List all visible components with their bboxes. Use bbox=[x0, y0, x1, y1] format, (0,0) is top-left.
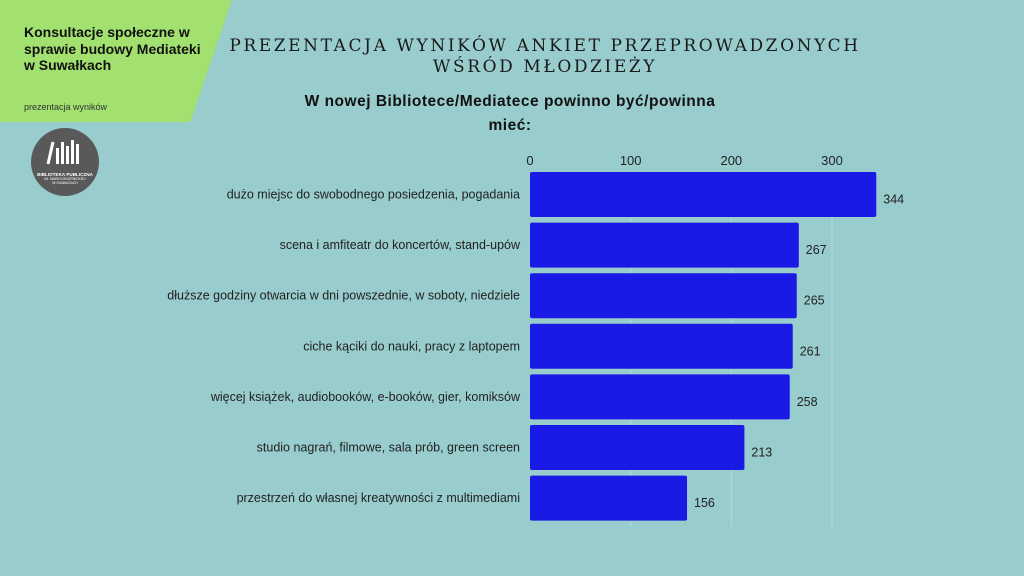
category-label: więcej książek, audiobooków, e-booków, g… bbox=[210, 390, 521, 404]
header-corner-panel bbox=[0, 0, 232, 122]
data-label: 261 bbox=[800, 344, 821, 358]
data-label: 156 bbox=[694, 496, 715, 510]
data-label: 344 bbox=[883, 193, 904, 207]
logo-subline-1: IM. MARII KONOPNICKIEJ bbox=[44, 177, 86, 181]
category-label: studio nagrań, filmowe, sala prób, green… bbox=[257, 441, 520, 455]
bar bbox=[530, 222, 799, 268]
x-tick-label: 0 bbox=[526, 153, 533, 168]
logo-name: BIBLIOTEKA PUBLICZNA bbox=[37, 172, 93, 177]
category-label: ciche kąciki do nauki, pracy z laptopem bbox=[303, 339, 520, 353]
bar bbox=[530, 323, 793, 369]
x-tick-label: 200 bbox=[720, 153, 742, 168]
data-label: 213 bbox=[751, 446, 772, 460]
category-label: przestrzeń do własnej kreatywności z mul… bbox=[237, 491, 520, 505]
consultation-title: Konsultacje społeczne w sprawie budowy M… bbox=[24, 24, 201, 73]
page-title: PREZENTACJA WYNIKÓW ANKIET PRZEPROWADZON… bbox=[229, 36, 861, 77]
data-label: 267 bbox=[806, 243, 827, 257]
category-label: dużo miejsc do swobodnego posiedzenia, p… bbox=[227, 188, 520, 202]
chart-title: W nowej Bibliotece/Mediatece powinno być… bbox=[304, 93, 716, 134]
bar bbox=[530, 475, 688, 521]
bar bbox=[530, 425, 745, 470]
presentation-label: prezentacja wyników bbox=[24, 102, 108, 112]
data-label: 258 bbox=[797, 395, 818, 409]
logo-subline-2: W SUWAŁKACH bbox=[52, 181, 78, 185]
bar bbox=[530, 374, 790, 420]
bar bbox=[530, 273, 797, 319]
library-logo: BIBLIOTEKA PUBLICZNA IM. MARII KONOPNICK… bbox=[31, 128, 99, 196]
data-label: 265 bbox=[804, 294, 825, 308]
category-label: dłuższe godziny otwarcia w dni powszedni… bbox=[167, 289, 520, 303]
bar bbox=[530, 172, 877, 217]
x-tick-label: 300 bbox=[821, 153, 843, 168]
category-label: scena i amfiteatr do koncertów, stand-up… bbox=[280, 238, 521, 252]
x-tick-label: 100 bbox=[620, 153, 642, 168]
books-icon bbox=[46, 140, 79, 165]
